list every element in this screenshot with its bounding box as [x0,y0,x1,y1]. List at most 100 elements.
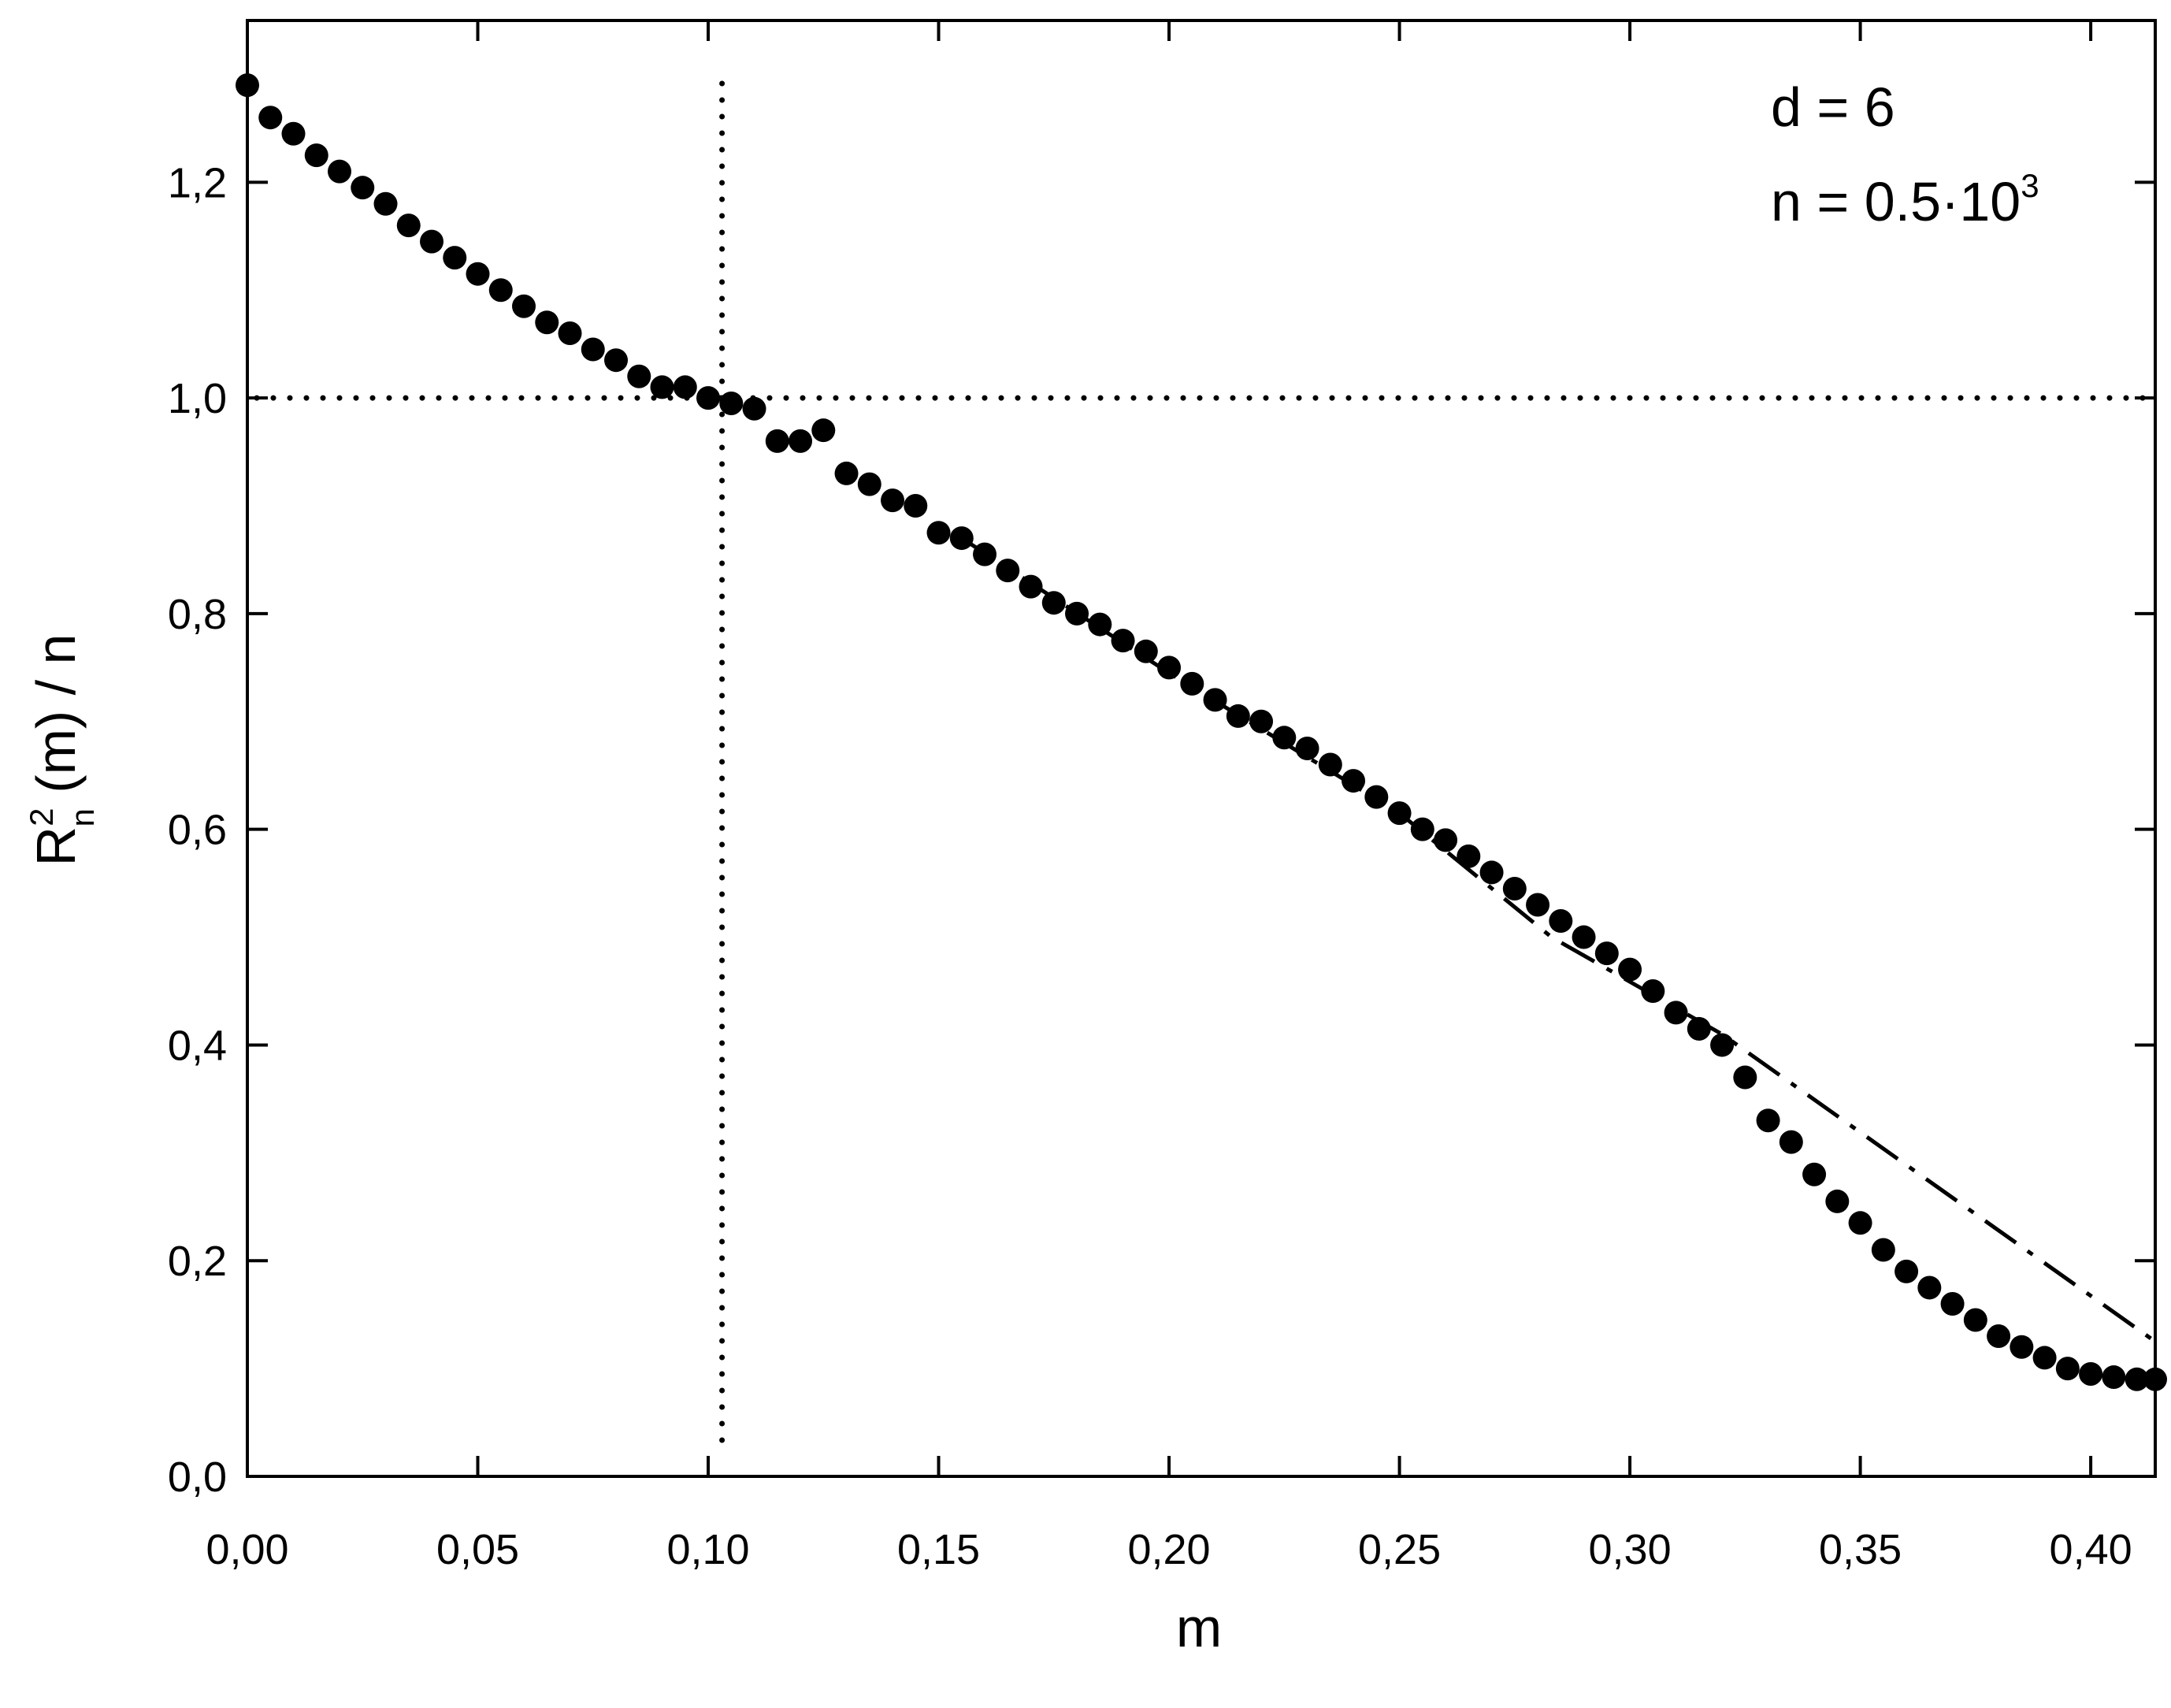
data-point [1802,1162,1827,1186]
data-point [1318,752,1342,777]
data-point [1641,979,1665,1003]
fit-line [960,536,2157,1343]
data-point [1917,1275,1942,1300]
data-point [2079,1361,2103,1386]
data-point [834,461,859,485]
data-point [2102,1365,2126,1390]
data-point [1410,817,1434,841]
x-tick-label: 0,10 [666,1526,749,1573]
data-point [281,121,306,146]
data-point [1895,1259,1919,1283]
data-point [2010,1335,2034,1359]
data-point [488,278,513,303]
data-point [1987,1324,2011,1349]
data-point [1157,655,1182,680]
data-point [1549,909,1573,934]
data-point [1779,1130,1803,1154]
annotation: n = 0.5·103 [1771,167,2039,232]
data-point [996,559,1020,583]
data-point [1295,737,1319,760]
data-point [420,229,444,254]
data-point [443,246,467,270]
data-point [650,375,674,399]
data-point [1572,925,1596,949]
plot-frame [246,19,2157,1478]
data-point [604,348,629,373]
y-axis-label: R2 n (m) / n [23,634,101,867]
data-point [535,310,559,335]
x-tick-label: 0,20 [1127,1526,1210,1573]
data-point [1134,639,1158,663]
data-point [2143,1367,2167,1391]
data-point [1825,1189,1850,1213]
data-point [1733,1065,1757,1090]
data-point [351,176,375,200]
data-point [881,488,905,513]
data-point [1180,671,1204,696]
y-tick-label: 0,0 [168,1454,227,1501]
data-point [811,418,836,443]
y-tick-label: 1,2 [168,159,227,206]
data-point [396,214,421,238]
y-label-rest: (m) / n [25,634,87,809]
y-tick-label: 0,4 [168,1022,227,1069]
data-point [2125,1367,2149,1391]
data-point [1940,1291,1965,1316]
data-point [765,429,789,453]
data-point [1526,893,1550,917]
x-tick-label: 0,35 [1819,1526,1902,1573]
data-point [1272,726,1297,750]
data-point [1871,1238,1895,1262]
data-point [627,364,651,388]
y-tick-label: 1,0 [168,375,227,422]
data-point [512,294,536,318]
annotation: d = 6 [1771,76,1895,138]
data-point [1618,957,1642,982]
x-tick-label: 0,25 [1358,1526,1441,1573]
y-label-sub: n [64,808,101,826]
y-tick-label: 0,6 [168,807,227,854]
data-point [328,159,352,184]
data-point [1434,828,1458,852]
y-label-base: R [25,826,87,867]
data-point [304,143,328,168]
data-point [789,429,813,453]
data-point [558,321,582,345]
data-point [926,521,951,545]
x-tick-label: 0,15 [897,1526,980,1573]
data-point [1479,860,1504,885]
data-point [742,396,766,421]
data-point [904,494,928,518]
data-point [1249,709,1274,733]
data-point [1710,1033,1735,1057]
data-point [466,262,490,286]
data-point [1594,941,1619,966]
data-point [673,375,697,399]
annotation-text: n = 0.5·10 [1771,171,2021,232]
y-label-sup: 2 [23,808,60,826]
x-axis-label: m [1176,1597,1222,1658]
x-tick-label: 0,00 [206,1526,288,1573]
x-tick-label: 0,05 [436,1526,519,1573]
annotation-sup: 3 [2021,167,2039,204]
x-tick-label: 0,40 [2050,1526,2132,1573]
data-point [1848,1211,1872,1235]
data-point [1502,876,1527,900]
data-point [581,337,605,362]
data-point [1041,591,1066,615]
data-point [2032,1346,2057,1370]
y-tick-label: 0,2 [168,1238,227,1285]
data-point [2055,1357,2080,1381]
data-point [696,386,721,410]
data-point [236,73,259,98]
data-point [373,191,398,216]
y-tick-label: 0,8 [168,591,227,638]
data-point [1664,1001,1688,1025]
data-point [719,391,744,415]
data-point [857,472,881,496]
data-point [258,106,283,130]
data-point [1963,1308,1987,1332]
data-point [1756,1108,1780,1133]
